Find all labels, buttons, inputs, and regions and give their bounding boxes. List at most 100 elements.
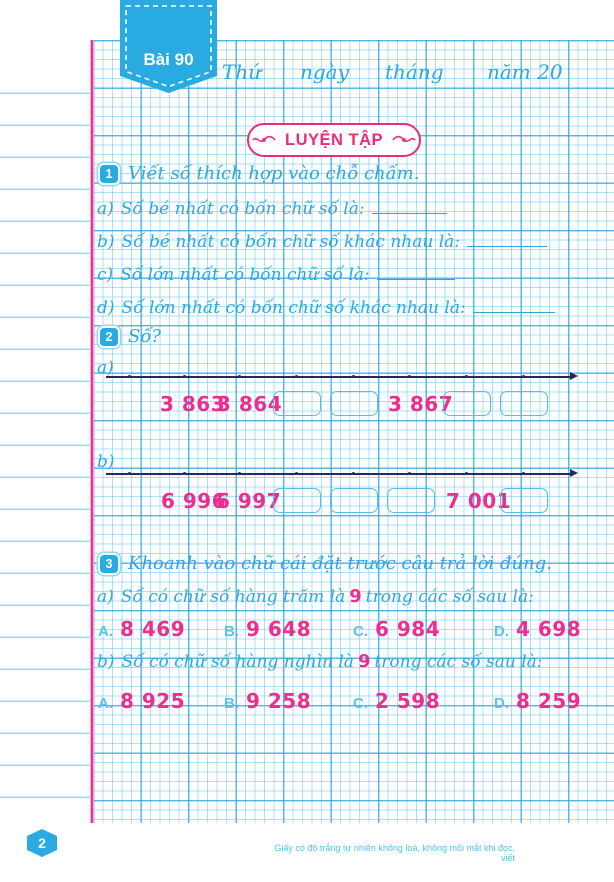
ex3-item-b-before: Số có chữ số hàng nghìn là — [121, 652, 354, 672]
page-title: LUYỆN TẬP — [247, 123, 421, 157]
tick-dot — [183, 375, 187, 379]
ex3-a-option-A[interactable]: A. 8 469 — [98, 617, 185, 641]
exercise-2-badge: 2 — [100, 328, 118, 346]
tick-dot — [352, 375, 356, 379]
lesson-ribbon: Bài 90 — [120, 0, 217, 95]
option-letter: C. — [353, 623, 368, 640]
nl-b-answer-box-2[interactable] — [330, 488, 378, 513]
option-letter: D. — [494, 623, 509, 640]
date-year: năm 20 — [487, 60, 563, 84]
option-letter: D. — [494, 695, 509, 712]
title-text: LUYỆN TẬP — [284, 130, 383, 149]
nl-b-answer-box-4[interactable] — [500, 488, 548, 513]
left-lined-paper — [0, 62, 92, 824]
option-letter: B. — [224, 695, 239, 712]
ex3-item-a-label: a) — [97, 587, 114, 607]
date-weekday: Thứ — [222, 60, 262, 84]
tick-dot — [128, 375, 132, 379]
numberline-a-label: a) — [97, 358, 114, 378]
option-letter: A. — [98, 623, 113, 640]
option-letter: A. — [98, 695, 113, 712]
flourish-right-icon — [392, 135, 416, 143]
tick-dot — [522, 472, 526, 476]
page-number-badge: 2 — [27, 829, 57, 857]
nl-b-answer-box-1[interactable] — [273, 488, 321, 513]
nl-a-answer-box-2[interactable] — [330, 391, 378, 416]
nl-b-value-2: 6 997 — [216, 489, 282, 513]
option-value: 9 258 — [246, 689, 312, 713]
ex3-item-b-question: b) Số có chữ số hàng nghìn là 9 trong cá… — [97, 651, 543, 672]
ex3-item-b-after: trong các số sau là: — [374, 652, 543, 672]
exercise-3-prompt: Khoanh vào chữ cái đặt trước câu trả lời… — [128, 553, 552, 574]
exercise-3-badge: 3 — [100, 555, 118, 573]
tick-dot — [522, 375, 526, 379]
numberline-b — [106, 469, 578, 477]
ex3-b-option-D[interactable]: D. 8 259 — [494, 689, 581, 713]
lesson-number: Bài 90 — [143, 50, 194, 69]
ex3-a-option-D[interactable]: D. 4 698 — [494, 617, 581, 641]
option-value: 9 648 — [246, 617, 312, 641]
tick-dot — [238, 375, 242, 379]
option-value: 2 598 — [375, 689, 441, 713]
exercise-2-prompt: Số? — [128, 326, 161, 347]
nl-b-value-3: 7 001 — [446, 489, 512, 513]
ex1-item-a-blank[interactable] — [371, 200, 447, 214]
ex1-item-d-blank[interactable] — [472, 299, 555, 313]
paper-quality-note: Giấy có độ trắng tự nhiên không loá, khô… — [274, 843, 515, 863]
tick-dot — [238, 472, 242, 476]
ex1-item-d: d) Số lớn nhất có bốn chữ số khác nhau l… — [97, 298, 555, 318]
nl-a-answer-box-1[interactable] — [273, 391, 321, 416]
arrow-right-icon — [570, 372, 578, 380]
nl-a-value-3: 3 867 — [388, 392, 454, 416]
tick-dot — [408, 472, 412, 476]
exercise-1-prompt: Viết số thích hợp vào chỗ chấm. — [128, 163, 420, 184]
tick-dot — [295, 375, 299, 379]
ex3-item-a-after: trong các số sau là: — [365, 587, 534, 607]
option-value: 8 259 — [516, 689, 582, 713]
ex3-a-option-B[interactable]: B. 9 648 — [224, 617, 311, 641]
ex3-b-option-C[interactable]: C. 2 598 — [353, 689, 440, 713]
ex1-item-c: c) Số lớn nhất có bốn chữ số là: — [97, 265, 455, 285]
pink-margin-line — [90, 40, 94, 823]
ex1-item-a-label: a) — [97, 199, 114, 219]
numberline-a — [106, 372, 578, 380]
option-value: 8 925 — [120, 689, 186, 713]
ex1-item-a: a) Số bé nhất có bốn chữ số là: — [97, 199, 447, 219]
ex3-item-a-question: a) Số có chữ số hàng trăm là 9 trong các… — [97, 586, 534, 607]
option-letter: B. — [224, 623, 239, 640]
ex1-item-b-blank[interactable] — [467, 233, 548, 247]
ex1-item-b-label: b) — [97, 232, 115, 252]
tick-dot — [465, 472, 469, 476]
option-value: 8 469 — [120, 617, 186, 641]
ex1-item-c-blank[interactable] — [376, 266, 455, 280]
ribbon-shape-icon — [120, 0, 217, 93]
option-value: 6 984 — [375, 617, 441, 641]
nl-a-value-1: 3 863 — [160, 392, 226, 416]
ex3-item-a-before: Số có chữ số hàng trăm là — [120, 587, 346, 607]
nl-a-value-2: 3 864 — [217, 392, 283, 416]
ex1-item-b-text: Số bé nhất có bốn chữ số khác nhau là: — [121, 232, 461, 252]
ex1-item-b: b) Số bé nhất có bốn chữ số khác nhau là… — [97, 232, 548, 252]
date-day: ngày — [300, 60, 349, 84]
ex3-b-option-A[interactable]: A. 8 925 — [98, 689, 185, 713]
nl-a-answer-box-4[interactable] — [500, 391, 548, 416]
tick-dot — [295, 472, 299, 476]
option-value: 4 698 — [516, 617, 582, 641]
ex3-b-option-B[interactable]: B. 9 258 — [224, 689, 311, 713]
numberline-b-label: b) — [97, 452, 115, 472]
date-month: tháng — [385, 60, 444, 84]
ex3-a-option-C[interactable]: C. 6 984 — [353, 617, 440, 641]
tick-dot — [408, 375, 412, 379]
option-letter: C. — [353, 695, 368, 712]
ex1-item-a-text: Số bé nhất có bốn chữ số là: — [120, 199, 365, 219]
nl-a-answer-box-3[interactable] — [443, 391, 491, 416]
tick-dot — [128, 472, 132, 476]
exercise-1-badge: 1 — [100, 165, 118, 183]
arrow-right-icon — [570, 469, 578, 477]
ex1-item-c-label: c) — [97, 265, 114, 285]
ex1-item-c-text: Số lớn nhất có bốn chữ số là: — [120, 265, 370, 285]
nl-b-answer-box-3[interactable] — [387, 488, 435, 513]
ex3-item-b-digit: 9 — [357, 651, 371, 672]
tick-dot — [352, 472, 356, 476]
